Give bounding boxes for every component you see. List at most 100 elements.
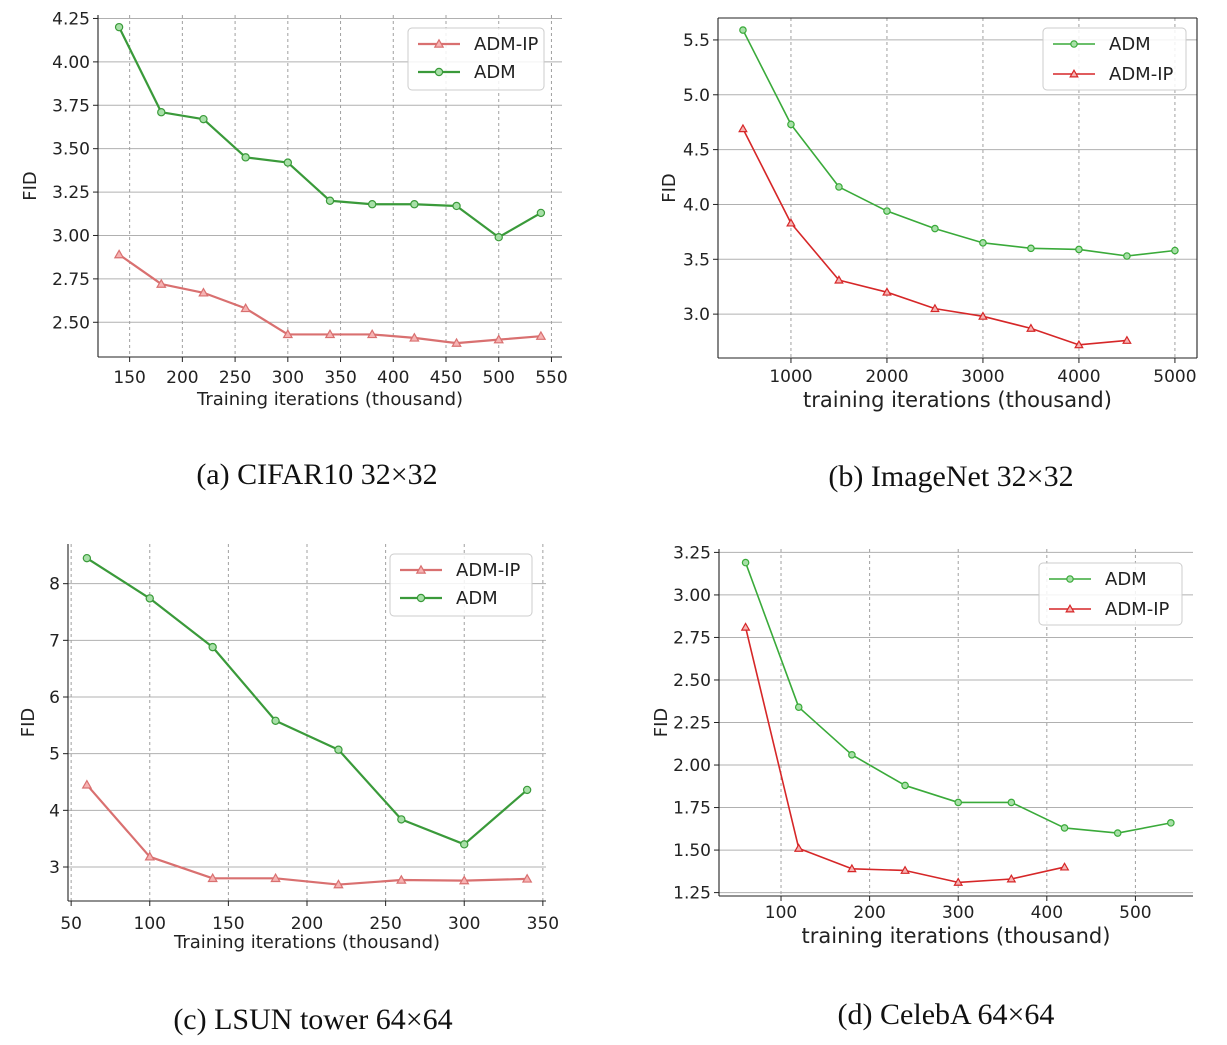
data-point-adm: [794, 703, 803, 711]
data-point-adm: [241, 153, 250, 162]
series-adm: [82, 553, 532, 849]
x-tick-label: 300: [272, 368, 304, 388]
series-line-adm: [86, 557, 528, 846]
y-tick-label: 1.25: [673, 884, 711, 904]
imagenet-chart-panel: 3.0 3.5 4.0 4.5 5.0 5.5 1000 2000 3000 4000 5000 tr…: [613, 0, 1227, 420]
celeba-chart-panel: 1.25 1.50 1.75 2.00 2.25 2.50 2.75 3.00 3.25 100 2…: [613, 525, 1227, 965]
y-tick-label: 4.00: [52, 53, 90, 73]
y-tick-label: 6: [49, 688, 60, 708]
data-point-adm-ip: [953, 877, 964, 886]
y-tick-label: 4.0: [683, 195, 710, 215]
data-point-adm: [522, 785, 532, 795]
legend: ADM ADM-IP: [1038, 562, 1183, 626]
legend-label-adm-ip: ADM-IP: [474, 34, 539, 55]
legend-label-adm-ip: ADM-IP: [1105, 599, 1170, 620]
y-tick-label: 2.50: [52, 313, 90, 333]
celeba-chart: 1.25 1.50 1.75 2.00 2.25 2.50 2.75 3.00 3.25 100 2…: [651, 543, 1193, 948]
data-point-adm: [208, 642, 217, 652]
data-point-adm-ip: [240, 302, 251, 313]
data-point-adm-ip: [1026, 323, 1036, 332]
legend-marker-adm-ip: [1065, 603, 1075, 613]
y-tick-label: 5.0: [683, 86, 710, 106]
x-tick-label: 500: [1119, 903, 1151, 923]
data-point-adm: [931, 224, 939, 233]
data-point-adm-ip: [366, 329, 378, 339]
data-point-adm: [883, 207, 891, 215]
data-point-adm: [283, 158, 293, 167]
x-tick-label: 200: [853, 903, 885, 923]
data-point-adm: [157, 108, 166, 117]
x-tick-label: 3000: [961, 367, 1004, 387]
series-line-adm-ip: [744, 627, 1065, 884]
legend-label-adm-ip: ADM-IP: [1109, 64, 1174, 85]
series-adm: [741, 558, 1175, 837]
data-point-adm-ip: [324, 329, 336, 339]
y-tick-label: 3.50: [52, 140, 90, 160]
y-tick-label: 4.5: [683, 141, 710, 161]
celeba-caption: (d) CelebA 64×64: [837, 998, 1055, 1031]
lsun-tower-caption: (c) LSUN tower 64×64: [173, 1003, 453, 1036]
data-point-adm-ip: [740, 622, 751, 631]
x-tick-label: 300: [448, 914, 480, 934]
data-point-adm-ip: [207, 872, 218, 883]
data-point-adm-ip: [978, 311, 988, 320]
data-point-adm: [536, 208, 546, 218]
lsun-tower-chart: 3 4 5 6 7 8 50 100 150 200 250 300 350 Training itera…: [18, 544, 559, 953]
x-tick-label: 150: [212, 914, 244, 934]
data-point-adm-ip: [156, 278, 167, 288]
data-point-adm: [1167, 819, 1175, 827]
x-tick-label: 250: [219, 368, 251, 388]
data-point-adm-ip: [144, 851, 155, 861]
data-point-adm-ip: [847, 863, 857, 873]
data-point-adm: [1123, 252, 1131, 260]
legend-label-adm: ADM: [456, 588, 498, 609]
data-point-adm: [367, 200, 377, 209]
data-point-adm: [410, 200, 419, 209]
legend-marker-adm-ip: [1069, 68, 1079, 78]
legend-marker-adm-ip: [433, 38, 445, 48]
legend-marker-adm-ip: [415, 564, 427, 574]
legend-marker-adm: [416, 593, 426, 603]
series-line-adm-ip: [742, 128, 1127, 346]
x-tick-label: 200: [291, 914, 323, 934]
y-tick-label: 1.75: [673, 799, 711, 819]
y-tick-label: 2.25: [673, 714, 711, 734]
data-point-adm: [739, 26, 747, 34]
data-point-adm-ip: [409, 332, 420, 342]
data-point-adm-ip: [521, 873, 533, 883]
x-tick-label: 5000: [1153, 367, 1196, 387]
y-tick-label: 2.75: [673, 628, 711, 648]
cifar10-chart: 2.50 2.75 3.00 3.25 3.50 3.75 4.00 4.25 150 200 25…: [20, 9, 568, 410]
series-adm-ip: [113, 249, 547, 347]
legend-label-adm: ADM: [474, 62, 516, 83]
y-axis-label: FID: [20, 171, 41, 201]
series-adm-ip: [740, 622, 1070, 886]
series-line-adm-ip: [86, 784, 528, 886]
data-point-adm: [325, 196, 335, 205]
data-point-adm-ip: [81, 779, 93, 789]
data-point-adm: [1075, 245, 1083, 254]
data-point-adm: [741, 558, 750, 567]
data-point-adm: [271, 716, 280, 725]
data-point-adm: [1007, 798, 1016, 807]
legend-label-adm: ADM: [1109, 34, 1151, 55]
y-tick-label: 3.5: [683, 250, 710, 270]
x-tick-label: 250: [369, 914, 401, 934]
data-point-adm-ip: [493, 334, 504, 344]
cifar10-caption: (a) CIFAR10 32×32: [196, 458, 438, 491]
y-tick-label: 5.5: [683, 31, 710, 51]
y-axis-label: FID: [18, 708, 39, 738]
legend-label-adm-ip: ADM-IP: [456, 560, 521, 581]
grid: [68, 544, 546, 901]
legend-marker-adm: [1066, 575, 1074, 583]
data-point-adm: [114, 22, 124, 32]
y-tick-label: 1.50: [673, 841, 711, 861]
data-point-adm-ip: [396, 874, 407, 884]
y-axis-label: FID: [659, 173, 680, 203]
y-tick-label: 2.50: [673, 671, 711, 691]
data-point-adm: [901, 781, 909, 790]
data-point-adm-ip: [834, 275, 844, 284]
data-point-adm-ip: [1074, 339, 1084, 349]
series-adm: [114, 22, 546, 242]
data-point-adm: [82, 553, 92, 563]
